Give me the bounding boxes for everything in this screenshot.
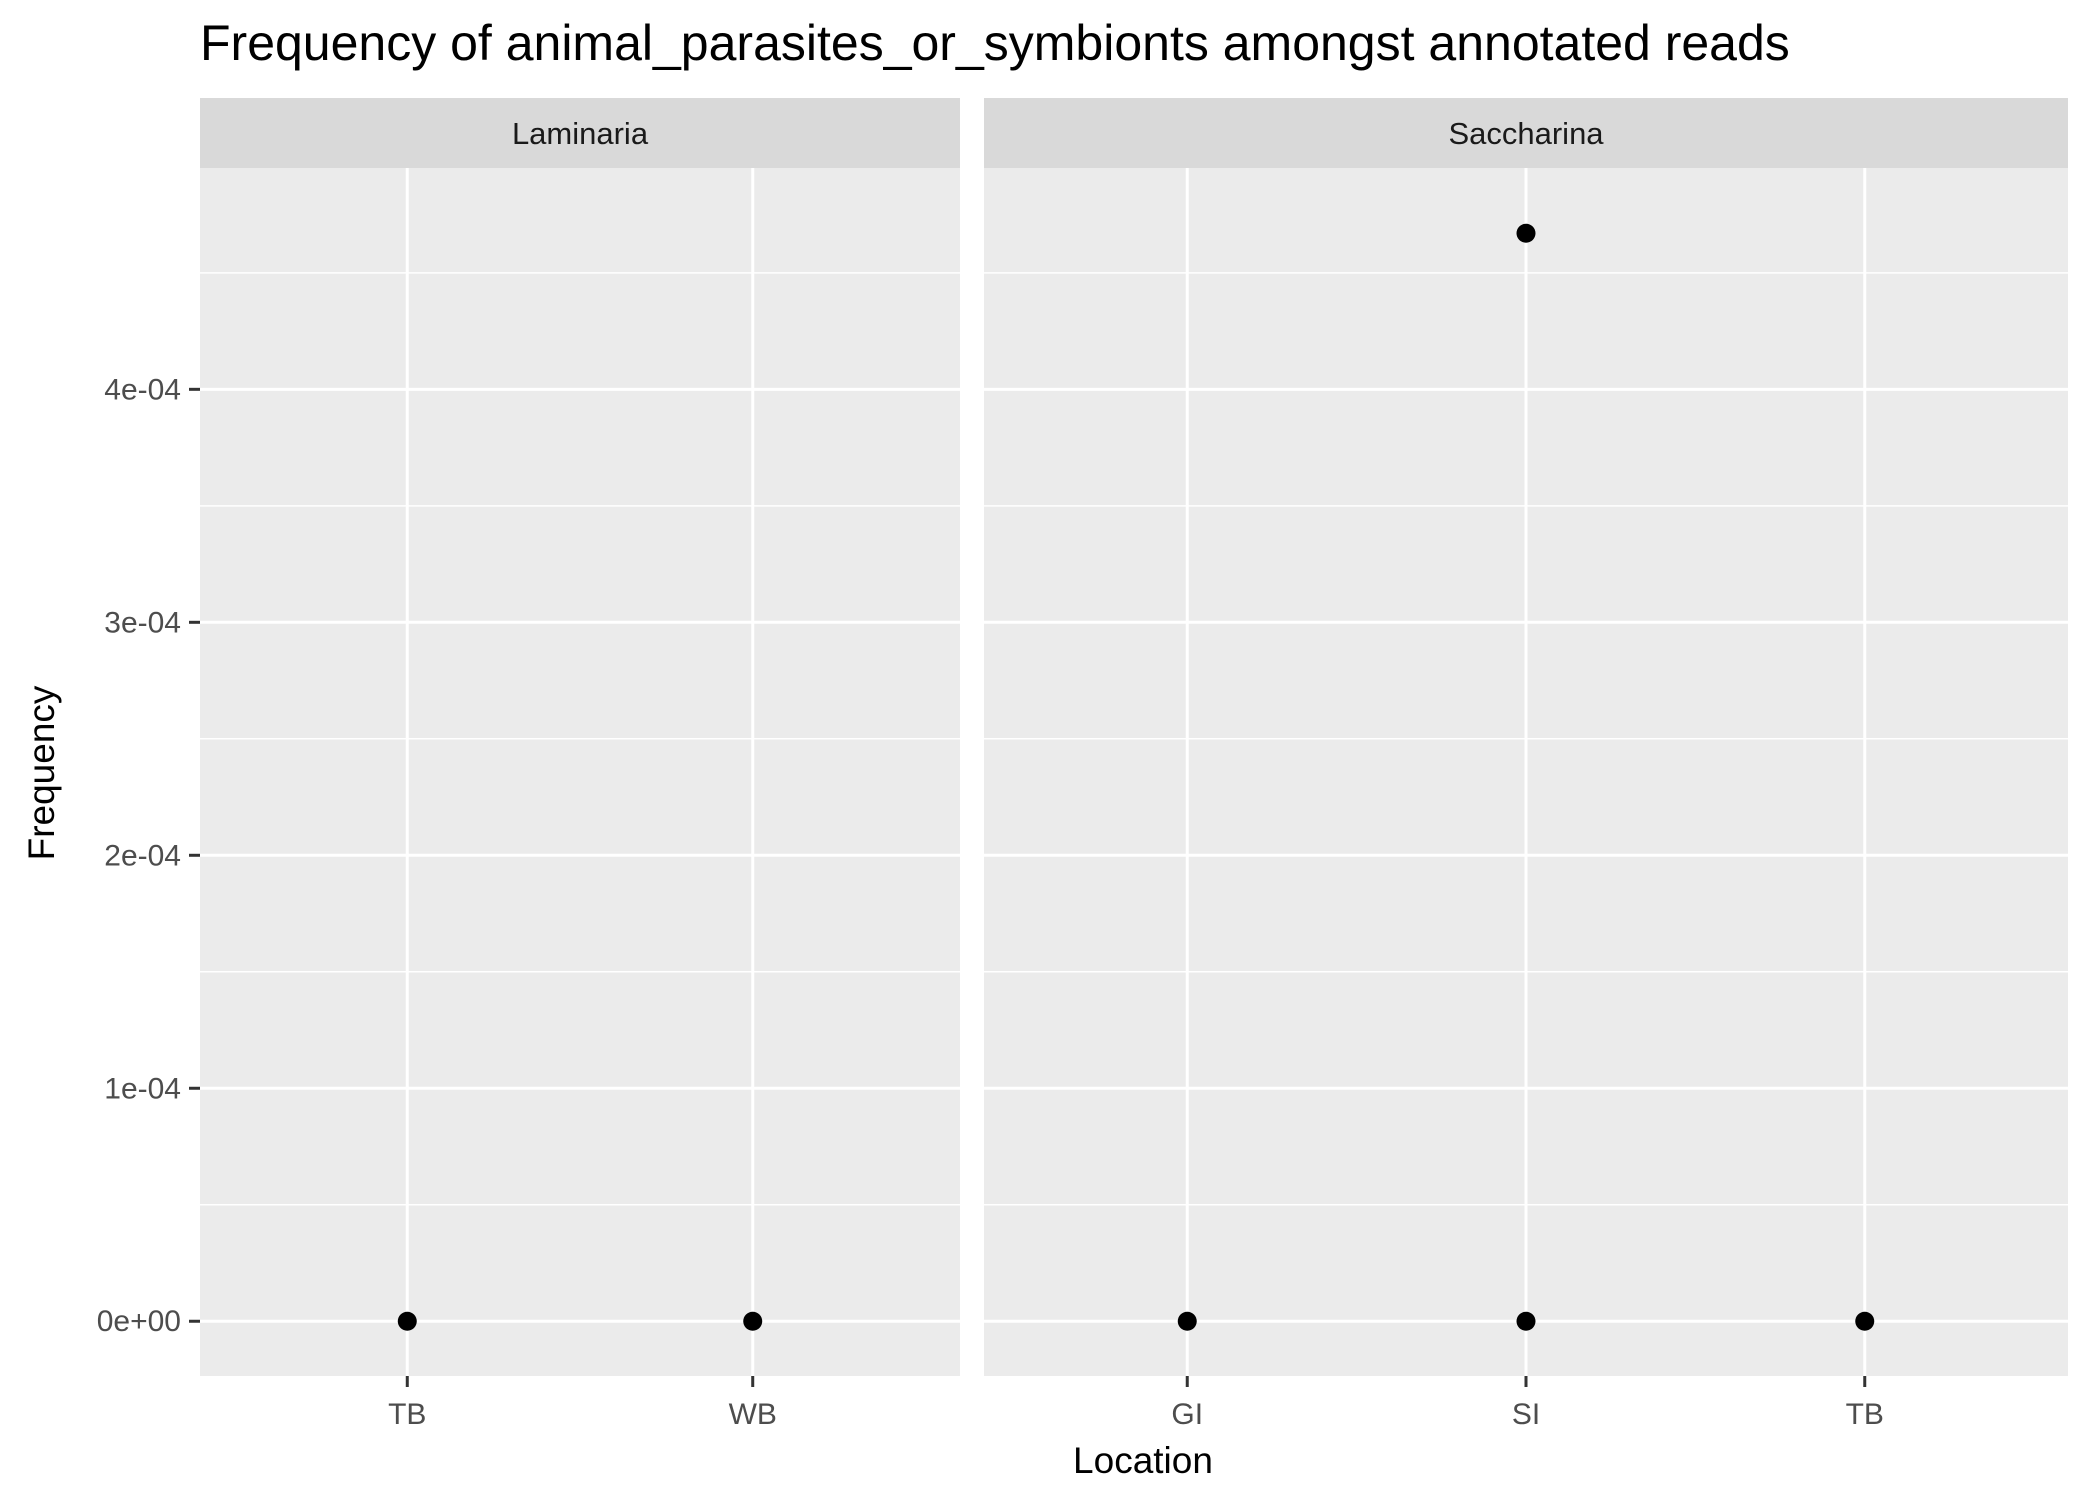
facet-strip [984,98,2068,168]
x-axis-title: Location [1073,1440,1213,1481]
y-axis-title: Frequency [21,685,62,860]
x-tick-label: WB [729,1398,777,1431]
data-point [1516,223,1536,243]
facet-strip [200,98,960,168]
y-tick-label: 2e-04 [104,839,181,872]
x-tick-label: TB [1846,1398,1884,1431]
x-tick-label: SI [1512,1398,1540,1431]
facet-panel-laminaria: Laminaria TB WB [200,98,960,1431]
y-tick-label: 1e-04 [104,1072,181,1105]
facet-strip-label: Laminaria [512,116,649,151]
panel-background [200,168,960,1376]
data-point [397,1311,417,1331]
y-axis: 0e+00 1e-04 2e-04 3e-04 4e-04 [97,373,200,1338]
x-tick-label: TB [388,1398,426,1431]
data-point [1516,1311,1536,1331]
chart-title: Frequency of animal_parasites_or_symbion… [200,15,1790,71]
data-point [1177,1311,1197,1331]
y-tick-label: 4e-04 [104,373,181,406]
facet-strip-label: Saccharina [1448,116,1604,151]
data-point [1855,1311,1875,1331]
x-tick-label: GI [1171,1398,1203,1431]
y-tick-label: 3e-04 [104,606,181,639]
facet-panels: Laminaria TB WB Saccharina GI SI TB [200,98,2068,1431]
y-tick-label: 0e+00 [97,1305,181,1338]
facet-panel-saccharina: Saccharina GI SI TB [984,98,2068,1431]
data-point [743,1311,763,1331]
